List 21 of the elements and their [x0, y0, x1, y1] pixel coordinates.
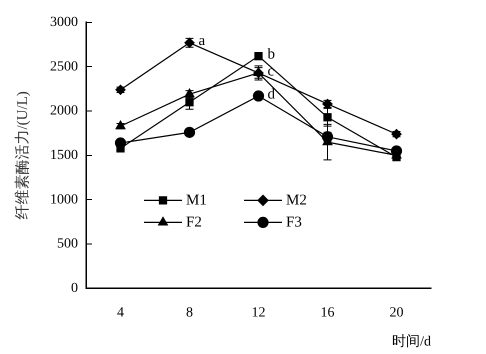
y-tick-label: 3000: [50, 15, 78, 30]
x-tick-label: 16: [320, 305, 334, 320]
x-tick-label: 20: [390, 305, 404, 320]
x-tick-label: 4: [117, 305, 124, 320]
y-tick-label: 1000: [50, 192, 78, 208]
y-tick-label: 1500: [50, 148, 78, 164]
annotation: b: [268, 46, 275, 63]
y-tick-label: 2000: [50, 104, 78, 119]
x-axis-title: 时间/d: [392, 333, 431, 350]
y-tick-label: 2500: [50, 59, 78, 74]
x-tick-label: 12: [252, 305, 266, 320]
y-tick-label: 0: [71, 281, 78, 296]
legend-label: M2: [286, 192, 307, 208]
annotation: a: [198, 33, 206, 50]
annotation: d: [268, 86, 276, 102]
x-tick-label: 8: [186, 305, 193, 320]
legend-label: F2: [186, 214, 202, 230]
y-axis-title: 纤维素酶活力/(U/L): [14, 91, 31, 220]
y-tick-label: 500: [57, 236, 78, 252]
legend-label: F3: [286, 214, 302, 230]
legend-label: M1: [186, 192, 207, 208]
